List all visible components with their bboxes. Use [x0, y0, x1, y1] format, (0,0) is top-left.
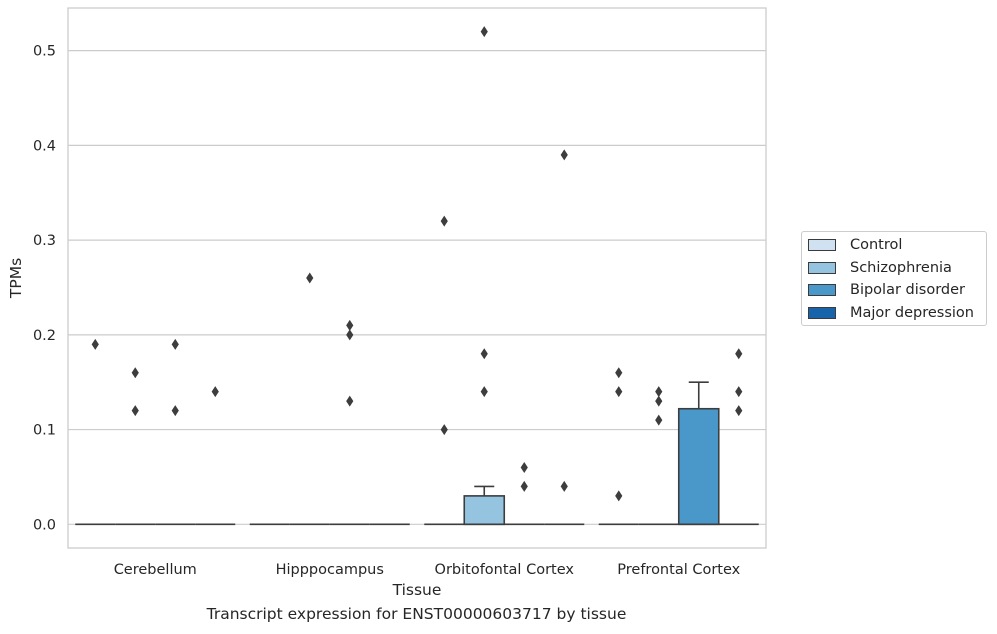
y-tick-label: 0.5: [33, 44, 56, 60]
outlier-point: [560, 149, 568, 161]
y-tick-label: 0.2: [33, 328, 56, 344]
x-tick-label: Hipppocampus: [276, 562, 384, 578]
outlier-point: [480, 386, 488, 398]
y-tick-label: 0.4: [33, 138, 56, 154]
legend-item-schizophrenia: Schizophrenia: [808, 258, 952, 278]
legend-swatch-control: [808, 239, 836, 251]
y-axis-label: TPMs: [7, 258, 25, 299]
outlier-point: [306, 272, 314, 284]
outlier-point: [440, 215, 448, 227]
y-axis: 0.0 0.1 0.2 0.3 0.4 0.5: [33, 44, 56, 534]
x-tick-label: Prefrontal Cortex: [617, 562, 740, 578]
outlier-point: [615, 386, 623, 398]
outlier-point: [560, 480, 568, 492]
boxes: [75, 381, 759, 526]
y-tick-label: 0.1: [33, 423, 56, 439]
x-tick-label: Cerebellum: [114, 562, 197, 578]
y-tick-label: 0.3: [33, 233, 56, 249]
outlier-point: [131, 405, 139, 417]
outlier-point: [615, 490, 623, 502]
outlier-point: [735, 348, 743, 360]
outlier-point: [440, 424, 448, 436]
chart-caption: Transcript expression for ENST0000060371…: [206, 605, 627, 623]
legend-label: Schizophrenia: [850, 260, 952, 276]
y-tick-label: 0.0: [33, 517, 56, 533]
outlier-point: [346, 395, 354, 407]
outlier-point: [480, 348, 488, 360]
outlier-point: [655, 395, 663, 407]
outlier-point: [480, 26, 488, 38]
x-axis: Cerebellum Hipppocampus Orbitofontal Corte…: [114, 562, 741, 578]
legend: Control Schizophrenia Bipolar disorder M…: [801, 231, 987, 326]
outliers: [91, 26, 743, 502]
outlier-point: [615, 367, 623, 379]
box: [677, 407, 720, 526]
outlier-point: [91, 338, 99, 350]
outlier-point: [735, 386, 743, 398]
outlier-point: [171, 338, 179, 350]
x-axis-label: Tissue: [392, 581, 442, 599]
plot-area-frame: [67, 7, 767, 549]
outlier-point: [346, 319, 354, 331]
outlier-point: [655, 414, 663, 426]
outlier-point: [520, 461, 528, 473]
legend-label: Bipolar disorder: [850, 282, 965, 298]
outlier-point: [520, 480, 528, 492]
grid-lines: [68, 50, 766, 525]
x-tick-label: Orbitofontal Cortex: [435, 562, 575, 578]
legend-label: Major depression: [850, 305, 974, 321]
legend-item-major-depression: Major depression: [808, 303, 974, 323]
legend-swatch-bipolar-disorder: [808, 284, 836, 296]
outlier-point: [655, 386, 663, 398]
legend-swatch-schizophrenia: [808, 262, 836, 274]
legend-item-control: Control: [808, 235, 902, 255]
outlier-point: [131, 367, 139, 379]
legend-label: Control: [850, 237, 903, 253]
outlier-point: [171, 405, 179, 417]
outlier-point: [211, 386, 219, 398]
outlier-point: [346, 329, 354, 341]
outlier-point: [735, 405, 743, 417]
box: [463, 495, 506, 526]
legend-item-bipolar-disorder: Bipolar disorder: [808, 280, 965, 300]
legend-swatch-major-depression: [808, 307, 836, 319]
